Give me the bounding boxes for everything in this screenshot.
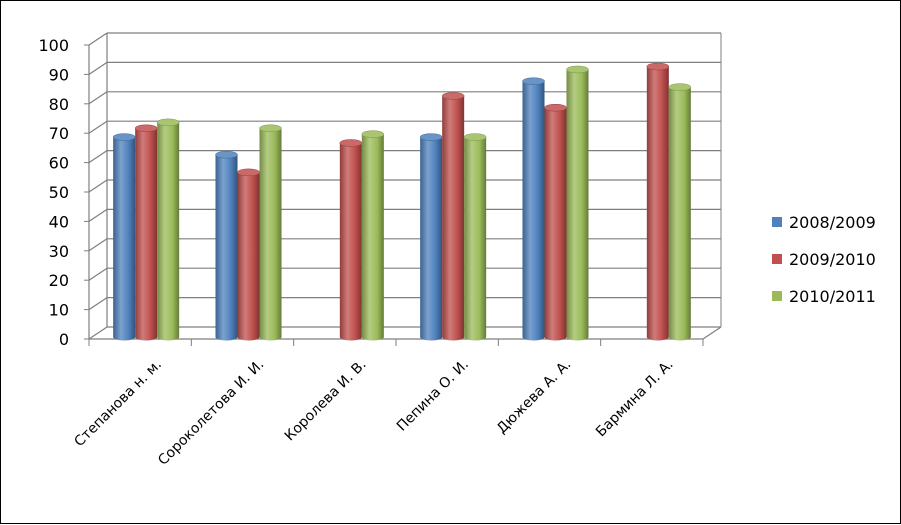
bar-body xyxy=(522,81,545,341)
legend-swatch xyxy=(772,291,782,301)
y-tick-label: 20 xyxy=(49,271,69,290)
bar-top xyxy=(522,77,545,85)
bar-top xyxy=(419,133,443,141)
x-category-label: Пепина О. И. xyxy=(394,357,472,435)
bar-top xyxy=(134,124,158,133)
gridline-side xyxy=(88,267,108,281)
bar-1-series-3 xyxy=(156,118,180,341)
bar-body xyxy=(215,154,238,341)
grid-layer xyxy=(88,32,722,340)
bar-2-series-2 xyxy=(237,168,260,341)
bar-4-series-3 xyxy=(463,133,487,341)
bar-3-series-2 xyxy=(339,139,363,341)
x-category-label: Королева И. В. xyxy=(282,357,370,445)
bar-body xyxy=(668,87,691,341)
bar-6-series-3 xyxy=(668,83,692,341)
y-tick-label: 0 xyxy=(59,330,69,349)
bar-top xyxy=(156,118,180,127)
x-category-label: Дюжева А. А. xyxy=(494,357,574,437)
gridline-side xyxy=(88,238,108,252)
bar-1-series-1 xyxy=(112,133,136,341)
legend-swatch xyxy=(772,254,782,264)
legend-swatch xyxy=(772,217,782,227)
bar-6-series-2 xyxy=(646,62,670,341)
axis-layer xyxy=(84,33,704,346)
bar-top xyxy=(441,92,465,100)
y-tick-label: 90 xyxy=(49,65,69,84)
gridline-side xyxy=(88,150,108,164)
gridline-side xyxy=(88,208,108,222)
bar-top xyxy=(668,83,692,91)
y-tick-label: 40 xyxy=(49,212,69,231)
gridline-side xyxy=(88,179,108,193)
legend: 2008/2009 2009/2010 2010/2011 xyxy=(772,213,876,306)
gridline-side xyxy=(88,326,108,340)
bar-4-series-2 xyxy=(441,92,465,341)
bar-body xyxy=(339,142,362,341)
bar-top xyxy=(544,103,567,112)
bar-top xyxy=(112,133,136,141)
floor-edge xyxy=(702,326,722,340)
bar-body xyxy=(157,122,180,341)
x-category-label: Бармина Л. А. xyxy=(593,357,677,441)
bar-top xyxy=(237,168,260,177)
y-tick-label: 10 xyxy=(49,301,69,320)
bar-body xyxy=(259,128,282,341)
legend-label: 2008/2009 xyxy=(789,213,876,232)
y-tick-label: 70 xyxy=(49,124,69,143)
bar-5-series-2 xyxy=(544,103,567,341)
bar-3-series-3 xyxy=(361,130,385,341)
bar-top xyxy=(463,133,487,141)
gridline-side xyxy=(88,91,108,105)
bar-body xyxy=(442,95,465,341)
bar-1-series-2 xyxy=(134,124,158,341)
bar-5-series-3 xyxy=(566,65,589,341)
bar-body xyxy=(420,137,443,341)
gridline-side xyxy=(88,61,108,75)
bar-body xyxy=(237,172,260,341)
bar-body xyxy=(113,137,136,341)
bar-body xyxy=(464,137,487,341)
gridline-side xyxy=(88,297,108,311)
y-tick-label: 30 xyxy=(49,242,69,261)
bar-2-series-3 xyxy=(259,124,282,341)
bar-body xyxy=(566,69,589,341)
bar-top xyxy=(215,150,238,159)
bar-5-series-1 xyxy=(522,77,545,341)
bar-body xyxy=(646,66,669,341)
gridline-side xyxy=(88,32,108,46)
bar-layer xyxy=(112,62,692,341)
bar-top xyxy=(339,139,363,147)
bar-top xyxy=(259,124,282,133)
bar-4-series-1 xyxy=(419,133,443,341)
bar-top xyxy=(361,130,385,138)
y-tick-label: 60 xyxy=(49,154,69,173)
legend-label: 2010/2011 xyxy=(789,287,876,306)
x-category-label: Степанова н. м. xyxy=(71,357,165,451)
y-tick-label: 100 xyxy=(38,36,69,55)
gridline-side xyxy=(88,120,108,134)
bar-body xyxy=(361,134,384,341)
legend-label: 2009/2010 xyxy=(789,250,876,269)
bar-2-series-1 xyxy=(215,150,238,341)
bar-body xyxy=(135,128,158,341)
bar-top xyxy=(566,65,589,74)
y-tick-label: 50 xyxy=(49,183,69,202)
x-category-label: Сороколетова И. И. xyxy=(155,357,267,469)
bar-body xyxy=(544,107,567,341)
bar-top xyxy=(646,62,670,71)
y-tick-label: 80 xyxy=(49,95,69,114)
